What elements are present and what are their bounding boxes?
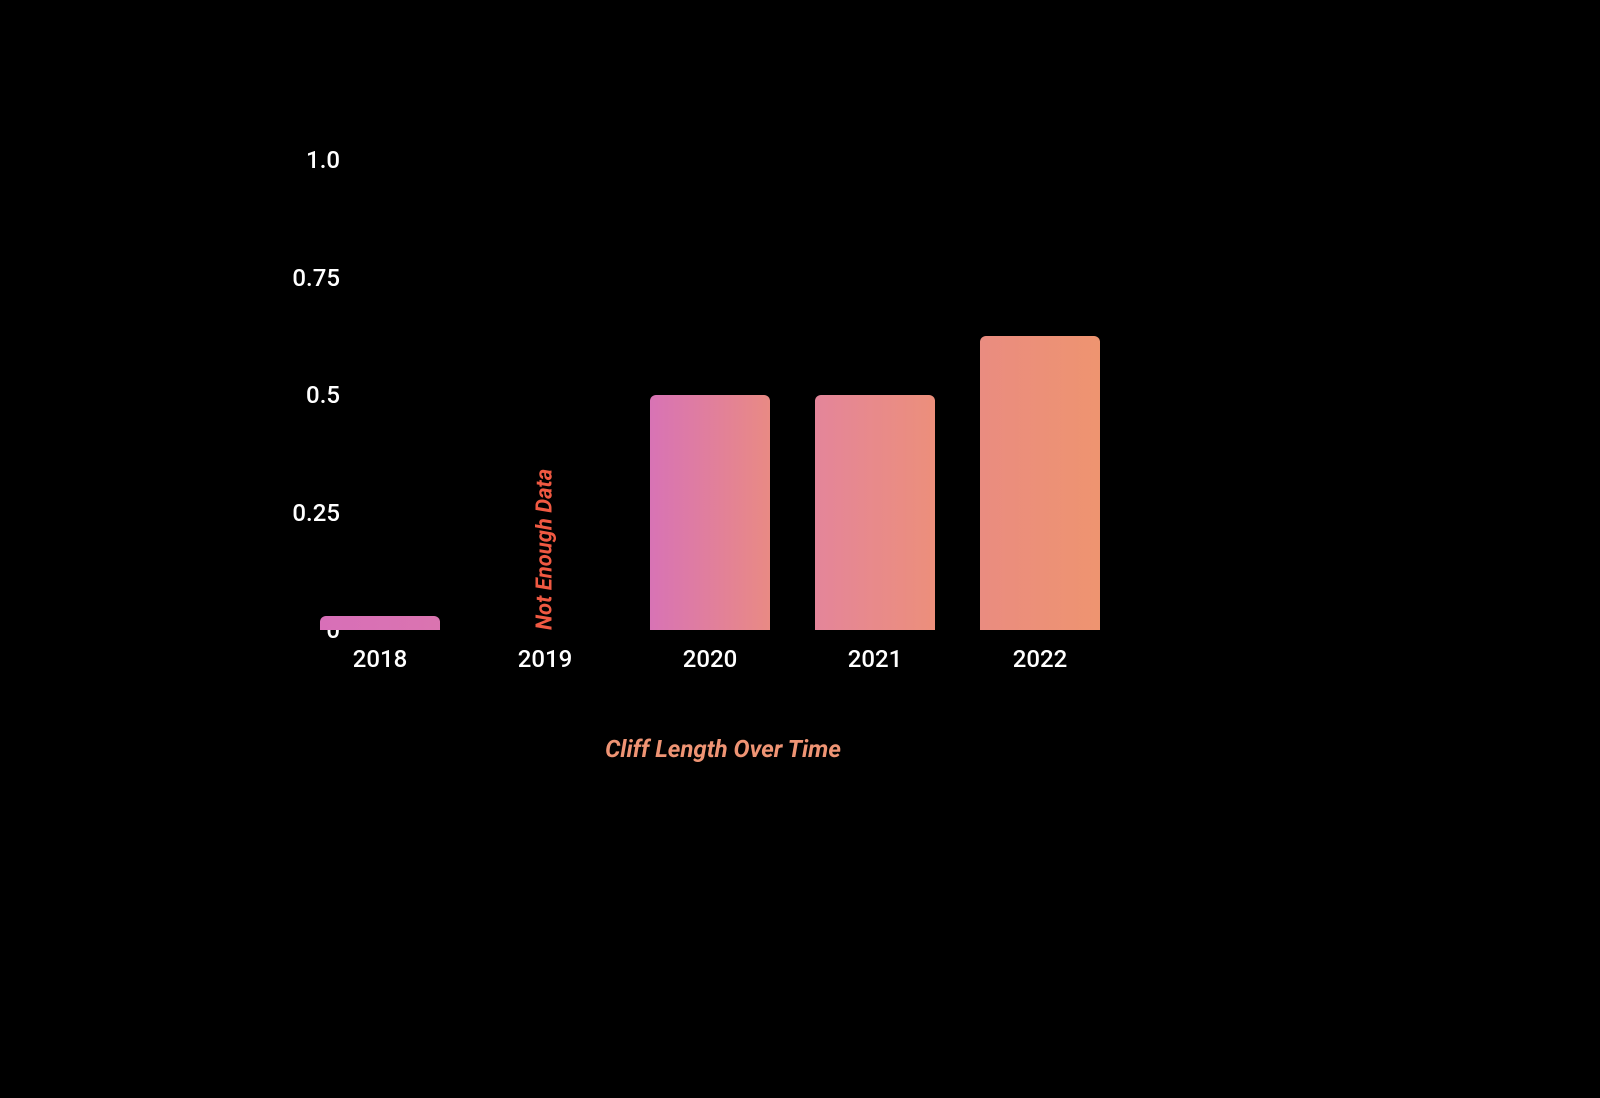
x-tick: 2018: [310, 645, 450, 673]
y-tick: 0.75: [270, 264, 340, 292]
cliff-length-chart: 00.250.50.751.020182019Not Enough Data20…: [170, 160, 1160, 780]
y-tick: 0.5: [270, 381, 340, 409]
bar: [815, 395, 935, 630]
bar: [320, 616, 440, 630]
y-tick: 0.25: [270, 499, 340, 527]
y-tick: 1.0: [270, 146, 340, 174]
bar: [980, 336, 1100, 630]
x-tick: 2019: [475, 645, 615, 673]
no-data-label: Not Enough Data: [533, 469, 558, 630]
bar: [650, 395, 770, 630]
plot-area: 00.250.50.751.020182019Not Enough Data20…: [270, 160, 1140, 630]
x-tick: 2022: [970, 645, 1110, 673]
chart-title: Cliff Length Over Time: [563, 735, 883, 763]
x-tick: 2021: [805, 645, 945, 673]
x-tick: 2020: [640, 645, 780, 673]
